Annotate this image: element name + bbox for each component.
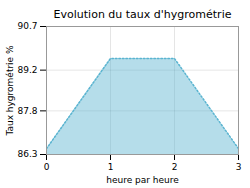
svg-text:2: 2 (172, 162, 178, 172)
svg-text:0: 0 (44, 162, 50, 172)
svg-text:86.3: 86.3 (17, 149, 37, 159)
svg-text:Evolution du taux d'hygrométri: Evolution du taux d'hygrométrie (54, 8, 232, 21)
svg-text:3: 3 (236, 162, 242, 172)
svg-text:Taux hygrométrie %: Taux hygrométrie % (5, 45, 15, 137)
svg-text:90.7: 90.7 (17, 21, 37, 31)
svg-text:1: 1 (108, 162, 114, 172)
svg-text:heure par heure: heure par heure (106, 175, 179, 185)
svg-text:89.2: 89.2 (17, 65, 37, 75)
svg-text:87.8: 87.8 (17, 106, 37, 116)
